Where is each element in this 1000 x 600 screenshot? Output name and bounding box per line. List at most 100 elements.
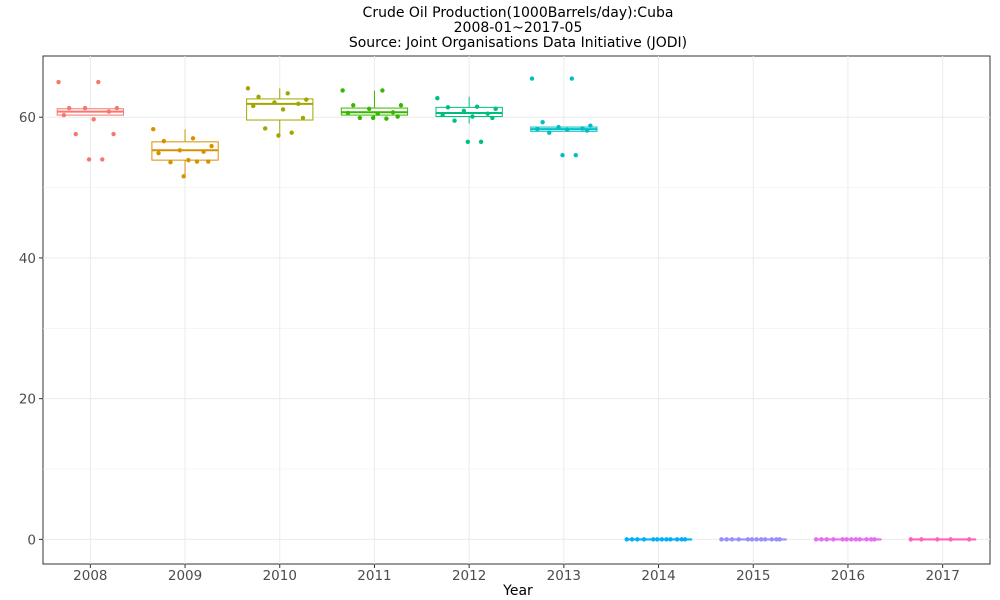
data-point-2010: [304, 97, 309, 102]
x-tick-label: 2017: [925, 568, 959, 584]
data-point-2012: [440, 112, 445, 118]
data-point-2011: [357, 115, 363, 121]
chart-title: Crude Oil Production(1000Barrels/day):Cu…: [363, 5, 674, 21]
data-point-2016: [872, 537, 877, 542]
data-point-2013: [580, 126, 585, 131]
data-point-2016: [824, 537, 829, 542]
data-point-2013: [564, 127, 570, 133]
data-point-2010: [285, 91, 290, 96]
data-point-2011: [345, 110, 351, 116]
data-point-2009: [181, 174, 186, 179]
data-point-2014: [635, 537, 640, 542]
data-point-2015: [774, 537, 779, 542]
data-point-2013: [573, 153, 578, 158]
chart-subtitle: 2008-01~2017-05: [454, 20, 583, 36]
data-point-2012: [493, 106, 498, 111]
data-point-2013: [547, 130, 552, 135]
data-point-2009: [156, 150, 161, 156]
data-point-2010: [276, 133, 281, 138]
box-body: [435, 106, 503, 118]
data-point-2015: [724, 537, 729, 542]
data-point-2009: [209, 143, 214, 149]
data-point-2009: [186, 157, 191, 163]
data-point-2014: [668, 537, 673, 542]
x-axis-title: Year: [502, 583, 533, 599]
data-point-2009: [161, 138, 167, 144]
data-point-2014: [655, 537, 660, 542]
data-point-2013: [540, 119, 545, 125]
data-point-2009: [201, 149, 206, 154]
data-point-2016: [844, 537, 849, 542]
data-point-2016: [864, 537, 869, 542]
data-point-2017: [948, 537, 953, 542]
data-point-2016: [819, 537, 824, 542]
data-point-2008: [100, 157, 105, 162]
data-point-2014: [641, 537, 647, 542]
data-point-2010: [256, 94, 261, 100]
data-point-2013: [556, 124, 561, 130]
data-point-2010: [251, 103, 256, 109]
data-point-2016: [868, 537, 874, 542]
data-point-2015: [719, 537, 724, 542]
x-tick-label: 2016: [831, 568, 865, 584]
data-point-2012: [490, 115, 495, 121]
data-point-2014: [624, 537, 629, 542]
data-point-2011: [351, 103, 356, 108]
x-tick-label: 2008: [73, 568, 107, 584]
jitter-points: [56, 76, 972, 542]
data-point-2008: [56, 79, 61, 85]
data-point-2009: [194, 159, 200, 164]
data-point-2008: [73, 131, 78, 137]
data-point-2014: [664, 537, 669, 542]
data-point-2012: [478, 139, 484, 145]
x-tick-label: 2010: [263, 568, 297, 584]
data-point-2013: [535, 126, 540, 132]
data-point-2012: [445, 105, 451, 110]
y-tick-label: 40: [19, 251, 36, 267]
data-point-2008: [86, 157, 92, 162]
data-point-2013: [560, 153, 565, 158]
data-point-2011: [366, 106, 372, 111]
data-point-2011: [390, 110, 396, 115]
x-tick-label: 2014: [641, 568, 675, 584]
x-tick-label: 2012: [452, 568, 486, 584]
data-point-2013: [569, 76, 575, 81]
data-point-2016: [831, 537, 836, 542]
data-point-2009: [151, 126, 156, 132]
data-point-2012: [470, 114, 475, 119]
data-point-2014: [629, 537, 635, 542]
data-point-2011: [370, 115, 376, 121]
data-point-2014: [674, 537, 680, 542]
data-point-2015: [749, 537, 755, 542]
data-point-2015: [754, 537, 759, 542]
y-axis-ticks: 0 20 40 60: [19, 110, 43, 548]
data-point-2012: [435, 96, 440, 101]
data-point-2011: [398, 103, 404, 108]
data-point-2013: [588, 123, 593, 128]
data-point-2015: [745, 537, 751, 542]
data-point-2010: [245, 86, 251, 91]
data-point-2011: [384, 116, 389, 121]
data-point-2012: [452, 118, 457, 123]
data-point-2016: [813, 537, 819, 542]
data-point-2011: [395, 114, 400, 119]
y-tick-label: 0: [27, 532, 36, 548]
data-point-2008: [82, 105, 88, 111]
data-point-2012: [461, 108, 467, 114]
y-tick-label: 20: [19, 392, 36, 408]
box-2009: [151, 129, 219, 176]
data-point-2011: [375, 111, 380, 116]
y-tick-label: 60: [19, 110, 36, 126]
data-point-2017: [935, 537, 940, 542]
data-point-2012: [465, 139, 471, 145]
data-point-2017: [919, 537, 924, 542]
x-tick-label: 2009: [168, 568, 202, 584]
data-point-2009: [190, 136, 196, 141]
data-point-2008: [114, 105, 120, 111]
data-point-2010: [280, 107, 286, 112]
data-point-2014: [682, 537, 688, 542]
data-point-2016: [857, 537, 863, 542]
data-point-2015: [759, 537, 764, 542]
data-point-2010: [262, 126, 268, 131]
